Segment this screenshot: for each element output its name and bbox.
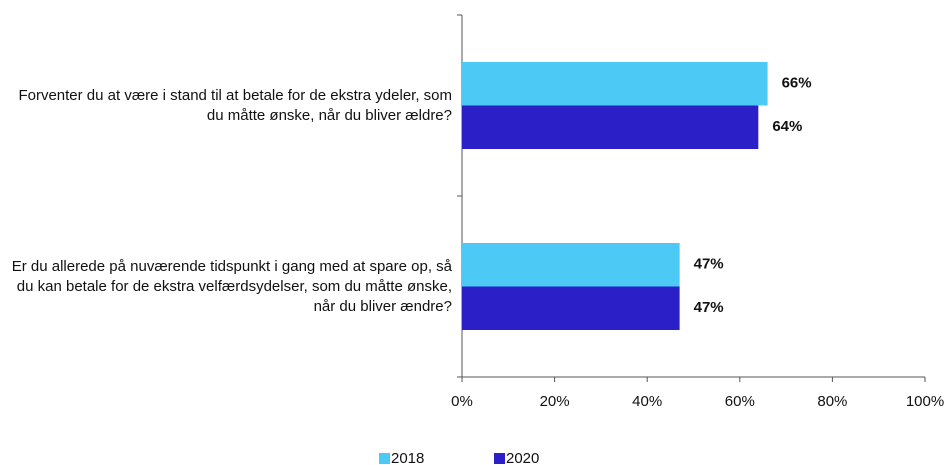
value-label: 47% [694, 256, 724, 273]
x-tick-label: 0% [451, 393, 473, 410]
category-label: Er du allerede på nuværende tidspunkt i … [11, 257, 452, 315]
bar [462, 105, 759, 149]
value-label: 47% [694, 299, 724, 316]
x-tick-label: 20% [540, 393, 570, 410]
category-label: Forventer du at være i stand til at beta… [18, 86, 452, 124]
legend-swatch [494, 453, 505, 464]
x-tick-label: 80% [817, 393, 847, 410]
x-tick-label: 40% [632, 393, 662, 410]
legend-label: 2018 [391, 450, 424, 465]
x-tick-label: 60% [725, 393, 755, 410]
x-tick-label: 100% [906, 393, 944, 410]
bar [462, 243, 680, 287]
bar [462, 286, 680, 330]
value-label: 66% [782, 75, 812, 92]
legend-label: 2020 [506, 450, 539, 465]
value-label: 64% [772, 118, 802, 135]
legend-swatch [379, 453, 390, 464]
bar [462, 62, 768, 106]
